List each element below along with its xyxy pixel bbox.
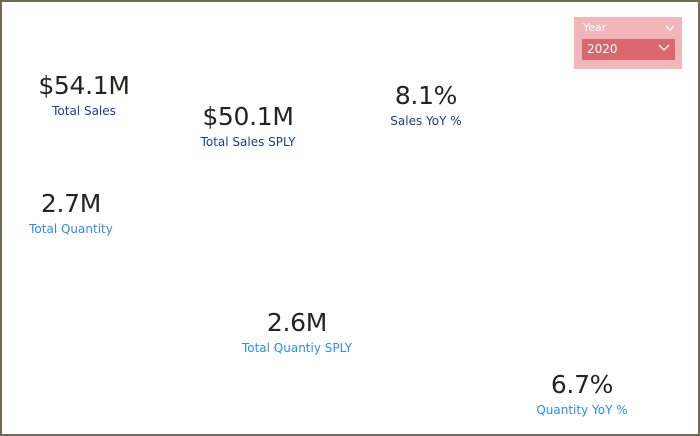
year-dropdown[interactable]: 2020 [582,39,675,60]
chevron-down-icon[interactable] [664,20,676,36]
year-slicer[interactable]: Year 2020 [574,17,682,69]
total-quantity-sply-label: Total Quantiy SPLY [241,341,353,355]
total-quantity-label: Total Quantity [29,222,113,236]
total-sales-value: $54.1M [38,71,130,100]
chevron-down-icon [657,41,671,55]
sales-yoy-value: 8.1% [394,81,458,110]
total-sales-card[interactable]: $54.1M Total Sales [0,71,174,119]
total-quantity-value: 2.7M [40,189,102,218]
total-sales-sply-label: Total Sales SPLY [200,135,296,149]
slicer-header[interactable]: Year [583,20,676,36]
quantity-yoy-value: 6.7% [550,370,614,399]
quantity-yoy-label: Quantity YoY % [536,403,628,417]
quantity-yoy-card[interactable]: 6.7% Quantity YoY % [492,370,672,418]
total-quantity-card[interactable]: 2.7M Total Quantity [0,189,161,237]
total-sales-label: Total Sales [52,104,116,118]
total-quantity-sply-value: 2.6M [266,308,328,337]
year-dropdown-value: 2020 [587,42,618,56]
slicer-title: Year [583,21,607,34]
total-sales-sply-card[interactable]: $50.1M Total Sales SPLY [158,102,338,150]
sales-yoy-label: Sales YoY % [390,114,462,128]
sales-yoy-card[interactable]: 8.1% Sales YoY % [336,81,516,129]
total-quantity-sply-card[interactable]: 2.6M Total Quantiy SPLY [207,308,387,356]
total-sales-sply-value: $50.1M [202,102,294,131]
